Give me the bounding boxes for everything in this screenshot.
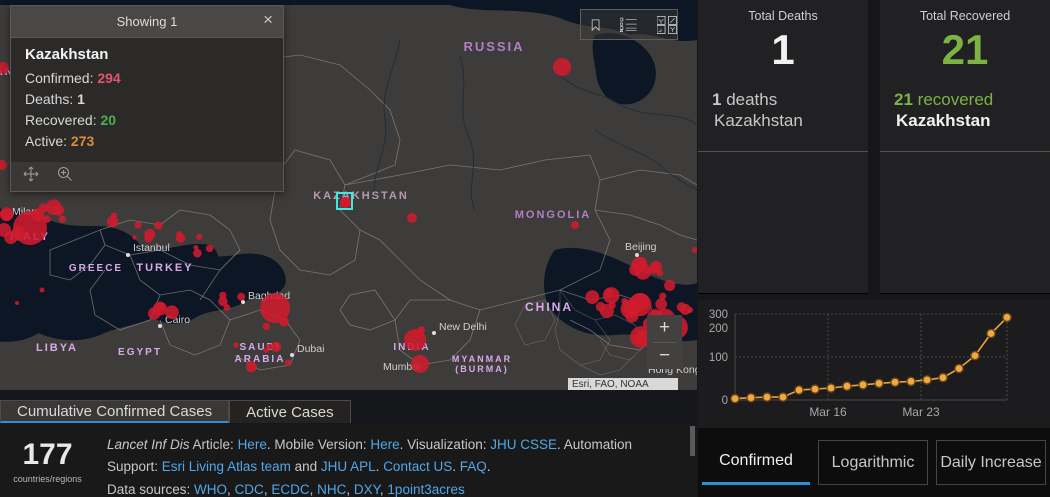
svg-text:Dubai: Dubai — [297, 343, 324, 355]
svg-text:(BURMA): (BURMA) — [455, 364, 509, 374]
svg-text:ARABIA: ARABIA — [235, 354, 286, 365]
svg-text:CHINA: CHINA — [525, 300, 573, 314]
svg-text:MONGOLIA: MONGOLIA — [515, 209, 592, 221]
svg-text:EGYPT: EGYPT — [118, 347, 162, 358]
svg-text:0: 0 — [722, 395, 728, 407]
svg-text:300: 300 — [709, 309, 728, 321]
svg-text:KAZAKHSTAN: KAZAKHSTAN — [313, 190, 409, 202]
svg-text:LIBYA: LIBYA — [36, 342, 78, 354]
svg-text:GREECE: GREECE — [69, 263, 123, 274]
svg-text:Mar 23: Mar 23 — [902, 405, 940, 419]
svg-text:RUSSIA: RUSSIA — [463, 39, 524, 54]
svg-text:200: 200 — [709, 323, 728, 335]
svg-text:New Delhi: New Delhi — [439, 321, 487, 333]
svg-text:MYANMAR: MYANMAR — [452, 354, 512, 364]
svg-text:Istanbul: Istanbul — [133, 242, 170, 254]
svg-text:Beijing: Beijing — [625, 241, 657, 253]
svg-text:Mar 16: Mar 16 — [809, 405, 847, 419]
svg-text:100: 100 — [709, 352, 728, 364]
svg-text:TURKEY: TURKEY — [136, 262, 193, 274]
